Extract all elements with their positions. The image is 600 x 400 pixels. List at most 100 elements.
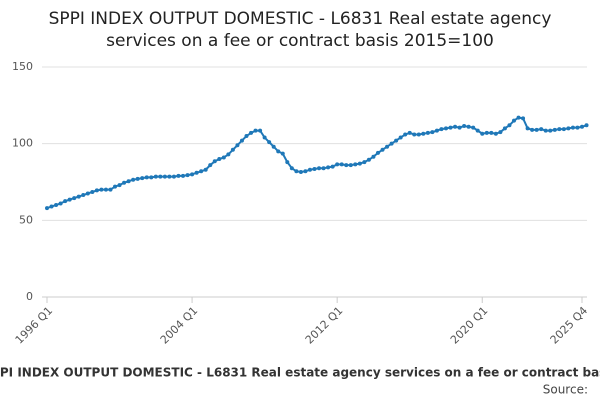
data-point	[131, 177, 136, 182]
data-point	[462, 124, 467, 129]
series-line	[46, 116, 587, 210]
data-point	[539, 127, 544, 132]
data-point	[321, 166, 326, 171]
data-point	[99, 187, 104, 192]
data-point	[203, 167, 208, 172]
data-point	[226, 152, 231, 157]
data-point	[371, 154, 376, 159]
data-point	[103, 187, 108, 192]
data-point	[489, 130, 494, 135]
data-point	[67, 197, 72, 202]
data-point	[63, 199, 68, 204]
data-point	[430, 130, 435, 135]
data-point	[493, 131, 498, 136]
data-point	[389, 141, 394, 146]
data-point	[530, 127, 535, 132]
data-point	[271, 144, 276, 149]
data-point	[135, 176, 140, 181]
data-point	[72, 196, 77, 201]
data-point	[235, 143, 240, 148]
data-point	[570, 125, 575, 130]
chart-title: SPPI INDEX OUTPUT DOMESTIC - L6831 Real …	[49, 9, 552, 29]
data-point	[317, 166, 322, 171]
data-point	[217, 157, 222, 161]
data-point	[312, 166, 317, 171]
data-point	[108, 187, 113, 192]
data-point	[258, 128, 263, 133]
y-tick-label: 100	[12, 137, 33, 150]
data-point	[253, 128, 258, 133]
data-point	[199, 169, 204, 174]
data-point	[561, 127, 566, 132]
data-point	[85, 191, 90, 196]
data-point	[185, 173, 190, 178]
data-point	[49, 204, 54, 209]
data-point	[407, 130, 412, 135]
data-point	[575, 125, 580, 130]
data-point	[267, 140, 272, 145]
data-point	[307, 167, 312, 172]
data-point	[348, 163, 353, 168]
data-point	[521, 116, 526, 121]
data-point	[149, 175, 154, 180]
data-point	[457, 125, 462, 130]
data-point	[357, 161, 362, 166]
data-point	[122, 180, 127, 185]
data-point	[403, 132, 408, 137]
data-point	[326, 165, 331, 170]
data-point	[366, 157, 371, 162]
data-point	[81, 193, 86, 198]
data-point	[398, 135, 403, 140]
data-point	[534, 127, 539, 132]
data-point	[158, 174, 163, 179]
data-point	[153, 174, 158, 179]
data-point	[162, 174, 167, 179]
data-point	[448, 125, 453, 130]
source: Source:	[543, 383, 588, 397]
data-point	[552, 127, 557, 132]
data-point	[502, 126, 507, 131]
data-point	[480, 131, 485, 136]
data-point	[181, 173, 186, 178]
data-point	[194, 170, 199, 175]
data-point	[244, 134, 249, 138]
data-point	[117, 183, 122, 188]
data-point	[385, 144, 390, 149]
data-point	[557, 127, 562, 132]
data-point	[362, 160, 367, 165]
data-point	[144, 175, 149, 180]
y-tick-label: 0	[26, 290, 33, 303]
data-point	[249, 130, 254, 135]
data-point	[353, 162, 358, 167]
legend-entry: SPPI INDEX OUTPUT DOMESTIC - L6831 Real …	[0, 366, 600, 380]
data-point	[416, 132, 421, 137]
data-point	[507, 123, 512, 128]
data-point	[439, 127, 444, 132]
data-point	[289, 166, 294, 171]
y-tick-label: 150	[12, 60, 33, 73]
data-point	[453, 124, 458, 129]
data-point	[516, 115, 521, 120]
data-point	[208, 163, 213, 168]
data-point	[176, 173, 181, 178]
data-point	[294, 169, 299, 174]
data-point	[140, 176, 145, 181]
data-point	[76, 194, 81, 199]
data-point	[475, 128, 480, 133]
data-point	[421, 131, 426, 136]
data-point	[45, 206, 49, 211]
data-point	[212, 159, 217, 164]
data-point	[94, 188, 99, 193]
x-tick-label: 2020 Q1	[448, 304, 491, 347]
data-point	[54, 203, 59, 207]
data-point	[335, 162, 340, 167]
data-point	[498, 130, 503, 135]
data-point	[412, 132, 417, 137]
data-point	[548, 128, 553, 133]
x-tick-label: 1996 Q1	[13, 304, 56, 347]
data-point	[58, 201, 63, 206]
x-tick-label: 2025 Q4	[548, 304, 591, 347]
data-point	[543, 128, 548, 133]
data-point	[375, 150, 380, 155]
